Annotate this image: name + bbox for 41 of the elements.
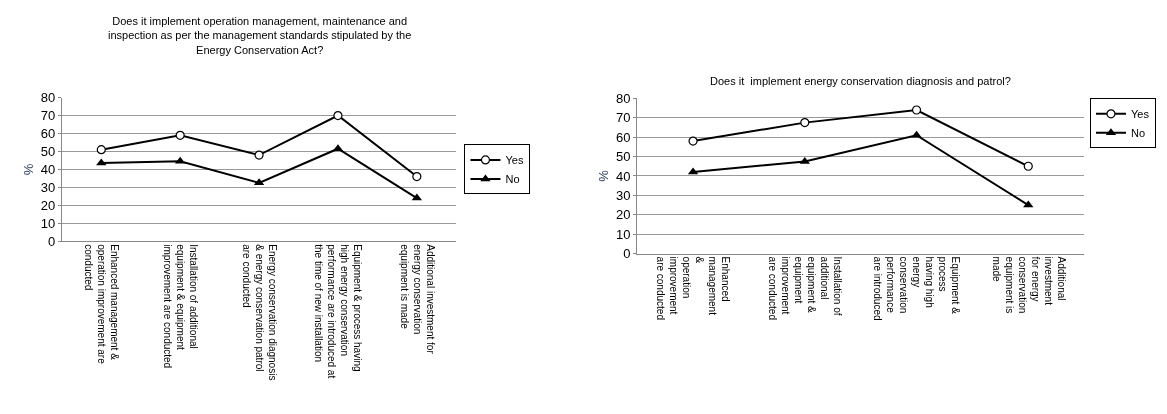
point [799,156,810,164]
x-tick-label: Enhanced management & operation improvement are conducted [83,244,121,365]
y-tick-label: 60 [616,129,631,145]
y-axis-title: % [596,169,612,182]
point [800,118,810,128]
y-tick-label: 60 [40,126,56,142]
point [911,105,922,115]
legend-label: No [505,173,520,186]
point [1023,200,1034,208]
x-tick-label: Energy conservation diagnosis & energy conservation patrol are conducted [240,244,278,381]
y-tick-label: 40 [40,161,56,177]
y-tick-label: 30 [616,187,631,203]
y-tick-label: 30 [40,179,56,195]
y-tick-label: 70 [616,110,631,126]
point [688,136,698,146]
point [175,130,185,140]
y-tick-label: 40 [616,168,631,184]
y-tick-label: 50 [40,143,56,159]
point [412,171,422,182]
x-tick-label: Enhanced management & operation improvement are conducted [655,256,732,320]
y-tick-label: 80 [40,90,56,106]
y-axis-title: % [20,163,36,176]
y-tick-label: 50 [616,149,631,165]
legend-label: Yes [505,154,524,167]
y-tick-label: 0 [623,246,631,262]
point [96,145,106,155]
chart-title: Does it implement operation management, maintenance and inspection as per the management standards stipulated by the Energy Conservation Act? [108,15,412,56]
point [254,150,264,160]
legend-label: Yes [1130,108,1150,121]
y-tick-label: 20 [40,197,56,213]
point [1023,161,1033,171]
y-tick-label: 70 [40,108,56,124]
x-tick-label: Additional investment for energy conservation equipment is made [990,256,1067,314]
y-tick-label: 20 [616,207,631,223]
legend-label: No [1130,127,1146,140]
point [333,110,343,121]
y-tick-label: 80 [616,90,631,106]
chart-title: Does it implement energy conservation diagnosis and patrol? [710,75,1011,87]
y-tick-label: 0 [48,233,56,249]
y-tick-label: 10 [616,226,631,242]
y-tick-label: 10 [40,215,56,231]
